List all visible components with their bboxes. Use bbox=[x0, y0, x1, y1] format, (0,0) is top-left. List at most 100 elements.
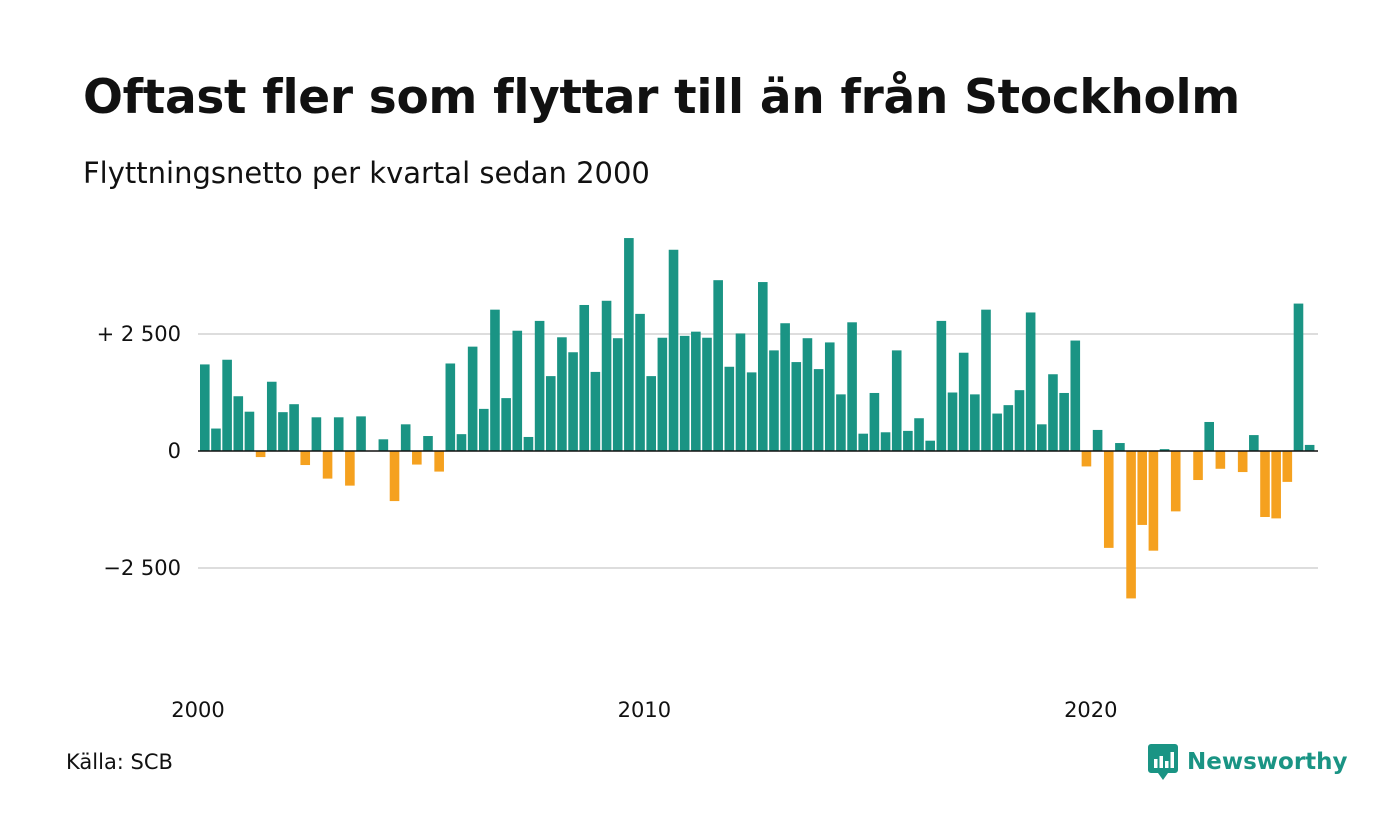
bar bbox=[1237, 451, 1248, 473]
bar bbox=[802, 338, 813, 451]
bar bbox=[679, 335, 690, 451]
bar bbox=[501, 398, 511, 451]
bar bbox=[579, 304, 590, 451]
bar-chart: + 2 500 0 −2 500 2000 2010 2020 bbox=[97, 238, 1318, 722]
bars bbox=[200, 238, 1315, 599]
bar bbox=[702, 337, 712, 451]
bar bbox=[289, 404, 299, 451]
bar bbox=[780, 323, 790, 451]
bar bbox=[1170, 451, 1181, 512]
bar bbox=[936, 320, 947, 451]
bar bbox=[1159, 449, 1170, 451]
bar bbox=[523, 436, 534, 451]
bar bbox=[1070, 340, 1081, 451]
bar bbox=[412, 451, 422, 465]
bar bbox=[769, 350, 779, 451]
bar bbox=[300, 451, 311, 466]
bar bbox=[545, 376, 556, 451]
bar bbox=[1092, 429, 1103, 451]
bar bbox=[356, 416, 366, 451]
bar bbox=[1037, 424, 1047, 451]
x-tick-label: 2010 bbox=[618, 698, 671, 722]
bar bbox=[1193, 451, 1203, 481]
bar bbox=[244, 411, 255, 451]
bar bbox=[333, 417, 344, 451]
bar bbox=[1215, 451, 1226, 469]
bar bbox=[1126, 451, 1136, 599]
bar bbox=[958, 352, 969, 451]
brand-name: Newsworthy bbox=[1187, 749, 1348, 775]
bar bbox=[255, 451, 266, 458]
x-tick-label: 2000 bbox=[171, 698, 224, 722]
bar bbox=[914, 418, 924, 451]
bar bbox=[601, 300, 612, 451]
bar bbox=[869, 392, 880, 451]
bar bbox=[445, 363, 456, 451]
x-tick-label: 2020 bbox=[1064, 698, 1117, 722]
bar bbox=[970, 394, 980, 451]
bar bbox=[534, 320, 545, 451]
bar bbox=[981, 309, 991, 451]
bar bbox=[1304, 444, 1315, 451]
bar bbox=[1081, 451, 1092, 467]
bar bbox=[891, 350, 902, 451]
bar bbox=[222, 359, 232, 451]
bar bbox=[311, 417, 322, 451]
bar bbox=[758, 282, 768, 451]
bar bbox=[1204, 421, 1214, 451]
source-note: Källa: SCB bbox=[66, 750, 173, 774]
bar bbox=[1271, 451, 1281, 519]
bar bbox=[389, 451, 400, 502]
bar bbox=[1025, 312, 1036, 451]
bar bbox=[713, 280, 723, 451]
bar bbox=[266, 381, 277, 451]
bar bbox=[1103, 451, 1114, 548]
bar bbox=[400, 424, 411, 451]
bar bbox=[479, 408, 489, 451]
y-tick-label: 0 bbox=[168, 439, 181, 463]
bar bbox=[1137, 451, 1148, 525]
bar bbox=[836, 394, 846, 451]
bar bbox=[1048, 374, 1058, 451]
bar bbox=[557, 337, 567, 451]
bar bbox=[1014, 390, 1025, 451]
y-tick-label: −2 500 bbox=[103, 556, 181, 580]
bar bbox=[1293, 303, 1304, 451]
bar bbox=[635, 313, 645, 451]
bar bbox=[691, 331, 701, 451]
bar bbox=[1148, 451, 1159, 551]
bar bbox=[378, 439, 389, 451]
bar bbox=[1249, 435, 1259, 451]
bar bbox=[434, 451, 444, 472]
bar bbox=[646, 376, 656, 451]
bar bbox=[322, 451, 333, 479]
bar bbox=[490, 309, 500, 451]
bar bbox=[724, 366, 735, 451]
chart-title: Oftast fler som flyttar till än från Sto… bbox=[83, 70, 1240, 125]
bar bbox=[1059, 392, 1069, 451]
bar bbox=[512, 330, 523, 451]
bar bbox=[568, 352, 578, 451]
bar bbox=[847, 322, 857, 451]
bar bbox=[1282, 451, 1293, 482]
bar bbox=[456, 434, 467, 451]
bar bbox=[211, 428, 221, 451]
bar bbox=[1115, 443, 1125, 451]
bar bbox=[791, 362, 802, 451]
bar bbox=[345, 451, 355, 486]
bar bbox=[233, 396, 244, 451]
bar bbox=[467, 346, 478, 451]
y-axis-ticks: + 2 500 0 −2 500 bbox=[97, 322, 181, 580]
bar bbox=[624, 238, 634, 451]
bar bbox=[423, 436, 433, 451]
bar bbox=[903, 430, 913, 451]
bar bbox=[1003, 405, 1014, 451]
bar bbox=[1260, 451, 1270, 517]
brand-logo[interactable]: Newsworthy bbox=[1148, 744, 1348, 780]
bar-chart-speech-bubble-icon bbox=[1148, 744, 1178, 780]
bar bbox=[992, 413, 1002, 451]
y-tick-label: + 2 500 bbox=[97, 322, 181, 346]
bar bbox=[735, 333, 746, 451]
bar bbox=[668, 249, 679, 451]
x-axis-ticks: 2000 2010 2020 bbox=[171, 698, 1117, 722]
